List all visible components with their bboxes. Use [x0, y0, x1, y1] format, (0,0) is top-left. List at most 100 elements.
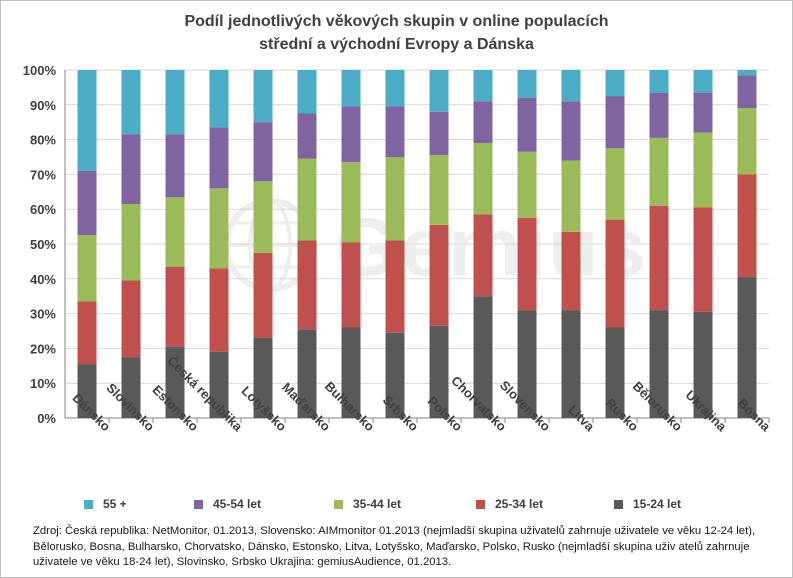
- legend-label: 25-34 let: [495, 497, 544, 511]
- bar-segment: [429, 325, 449, 418]
- legend-label: 45-54 let: [213, 497, 262, 511]
- bar-segment: [737, 70, 757, 76]
- bar-segment: [253, 337, 273, 418]
- bar-segment: [297, 329, 317, 418]
- bar-segment: [385, 240, 405, 333]
- bar-segment: [517, 310, 537, 418]
- bar-segment: [517, 217, 537, 311]
- y-tick-label: 60%: [30, 202, 56, 217]
- bar-segment: [165, 266, 185, 347]
- bar-segment: [385, 70, 405, 107]
- y-tick-label: 70%: [30, 167, 56, 182]
- bar-segment: [165, 134, 185, 198]
- bar-segment: [77, 301, 97, 365]
- bar-segment: [209, 268, 229, 352]
- y-tick-label: 80%: [30, 133, 56, 148]
- bar-segment: [737, 174, 757, 278]
- bar-segment: [561, 101, 581, 161]
- legend-item: 45-54 let: [194, 497, 261, 511]
- y-tick-label: 30%: [30, 307, 56, 322]
- bar-segment: [693, 132, 713, 208]
- legend-swatch: [334, 499, 343, 509]
- bar-segment: [605, 70, 625, 97]
- bar-segment: [693, 92, 713, 133]
- legend-item: 25-34 let: [476, 497, 543, 511]
- y-tick-label: 40%: [30, 272, 56, 287]
- bar-segment: [473, 101, 493, 144]
- bar-segment: [429, 224, 449, 326]
- bar-segment: [297, 158, 317, 241]
- bar-segment: [77, 170, 97, 236]
- bar-segment: [385, 332, 405, 418]
- bar-segment: [561, 160, 581, 232]
- y-tick-label: 20%: [30, 341, 56, 356]
- bar-segment: [429, 155, 449, 225]
- bar-segment: [341, 162, 361, 243]
- source-note: Zdroj: Česká republika: NetMonitor, 01.2…: [33, 525, 756, 568]
- bar-segment: [737, 108, 757, 175]
- bar-segment: [253, 181, 273, 253]
- bar-segment: [473, 143, 493, 215]
- y-tick-label: 90%: [30, 98, 56, 113]
- bar-segment: [517, 151, 537, 218]
- legend-label: 15-24 let: [633, 497, 682, 511]
- chart-title-line-2: střední a východní Evropy a Dánska: [259, 36, 534, 53]
- bar-segment: [209, 351, 229, 418]
- bar-segment: [341, 106, 361, 163]
- bar-segment: [385, 106, 405, 157]
- bar-segment: [341, 70, 361, 107]
- legend-item: 35-44 let: [334, 497, 401, 511]
- chart-legend: 55 + 45-54 let 35-44 let 25-34 let 15-24 let: [84, 497, 784, 517]
- bar-segment: [165, 197, 185, 267]
- bar-segment: [297, 240, 317, 330]
- y-tick-label: 50%: [30, 237, 56, 252]
- bar-segment: [693, 207, 713, 312]
- bar-segment: [341, 242, 361, 328]
- bar-segment: [737, 277, 757, 418]
- bar-segment: [737, 75, 757, 109]
- bar-segment: [693, 311, 713, 418]
- bar-segment: [649, 205, 669, 311]
- bar-segment: [649, 137, 669, 206]
- bar-segment: [693, 70, 713, 93]
- y-tick-label: 100%: [23, 63, 57, 78]
- legend-label: 55 +: [103, 497, 127, 511]
- bar-segment: [253, 252, 273, 338]
- bar-segment: [649, 70, 669, 93]
- bar-segment: [253, 70, 273, 123]
- bar-segment: [341, 327, 361, 418]
- legend-swatch: [84, 499, 93, 509]
- bar-segment: [209, 70, 229, 128]
- bar-segment: [605, 148, 625, 220]
- bar-segment: [253, 122, 273, 182]
- bar-segment: [165, 346, 185, 418]
- legend-swatch: [194, 499, 203, 509]
- bar-segment: [517, 70, 537, 98]
- bar-segment: [473, 214, 493, 297]
- bar-segment: [561, 310, 581, 418]
- bar-segment: [473, 296, 493, 418]
- bar-segment: [77, 235, 97, 302]
- bar-segment: [121, 357, 141, 418]
- bar-segment: [209, 127, 229, 189]
- bar-segment: [517, 97, 537, 152]
- legend-label: 35-44 let: [353, 497, 402, 511]
- bar-segment: [605, 219, 625, 328]
- legend-swatch: [476, 499, 485, 509]
- bar-segment: [209, 188, 229, 269]
- chart-title: Podíl jednotlivých věkových skupin v onl…: [0, 10, 793, 56]
- bar-segment: [121, 70, 141, 135]
- legend-swatch: [614, 499, 623, 509]
- legend-item: 15-24 let: [614, 497, 681, 511]
- y-tick-label: 0%: [37, 411, 56, 426]
- y-tick-label: 10%: [30, 376, 56, 391]
- bar-segment: [297, 70, 317, 114]
- bar-segment: [605, 96, 625, 149]
- bar-segment: [605, 327, 625, 418]
- bar-segment: [385, 157, 405, 241]
- bar-segment: [429, 111, 449, 156]
- bar-segment: [561, 231, 581, 311]
- bar-segment: [561, 70, 581, 102]
- bar-segment: [649, 310, 669, 418]
